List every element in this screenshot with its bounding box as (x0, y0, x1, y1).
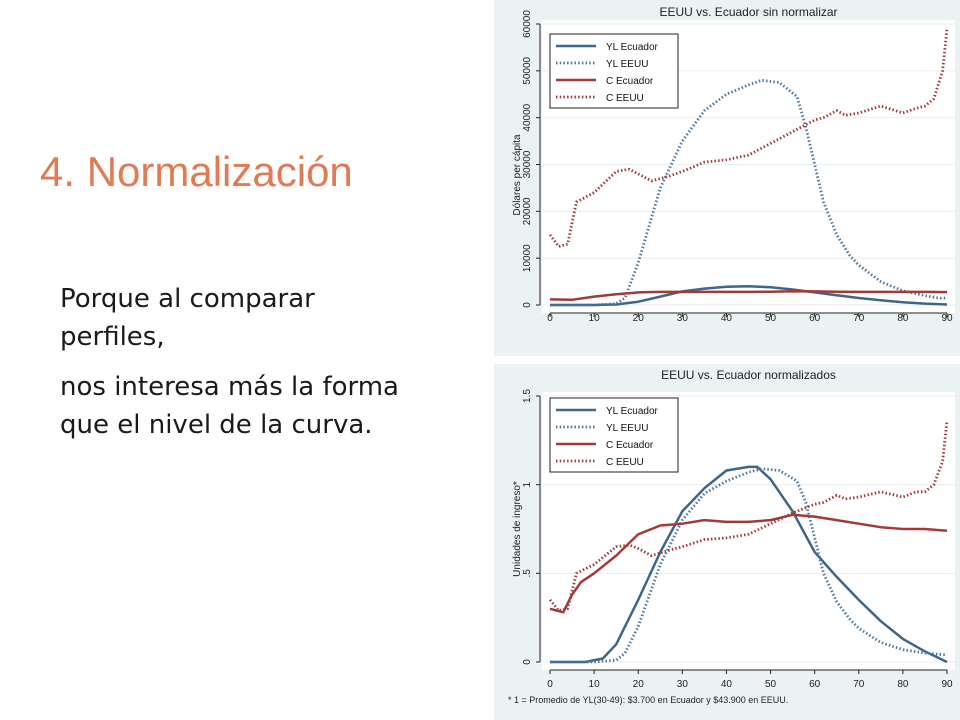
x-tick-label: 10 (589, 679, 601, 690)
x-tick-label: 20 (633, 679, 645, 690)
x-tick-label: 90 (941, 313, 953, 324)
series-line-yl-eeuu (550, 467, 948, 664)
chart-title: EEUU vs. Ecuador sin normalizar (659, 5, 837, 19)
legend-label: C EEUU (606, 93, 644, 104)
x-tick-label: 70 (853, 679, 865, 690)
y-tick-label: 50000 (522, 56, 533, 84)
x-tick-label: 30 (677, 679, 689, 690)
series-line-yl-eeuu (550, 78, 947, 307)
legend-label: YL EEUU (606, 423, 648, 434)
chart-normalized: EEUU vs. Ecuador normalizados 0 .5 1 1.5 0 10 2… (508, 368, 955, 705)
y-axis-label: Unidades de ingreso* (512, 481, 523, 577)
x-tick-label: 0 (547, 313, 553, 324)
body-paragraph-1: Porque al comparar perfiles, (60, 284, 315, 352)
chart-panel-normalized: EEUU vs. Ecuador normalizados 0 .5 1 1.5 0 10 2… (494, 364, 960, 720)
x-tick-label: 60 (809, 313, 821, 324)
x-tick-label: 10 (589, 313, 601, 324)
series-line-c-ecuador (549, 513, 948, 614)
chart-panel-unnormalized: EEUU vs. Ecuador sin normalizar 0 10000 200… (494, 0, 960, 356)
y-tick-label: 30000 (522, 150, 533, 178)
chart-title: EEUU vs. Ecuador normalizados (661, 368, 836, 382)
series-line-yl-ecuador (550, 285, 948, 307)
chart-unnormalized: EEUU vs. Ecuador sin normalizar010000200… (512, 5, 955, 324)
x-tick-label: 40 (721, 313, 733, 324)
series-line-c-ecuador (549, 289, 948, 302)
x-tick-label: 50 (765, 313, 777, 324)
series-line-c-eeuu (548, 420, 949, 613)
legend-label: C Ecuador (606, 76, 654, 87)
x-tick-label: 80 (897, 313, 909, 324)
series-line-yl-ecuador (550, 465, 948, 664)
slide-title: 4. Normalización (40, 148, 353, 195)
x-tick-label: 30 (677, 313, 689, 324)
x-tick-label: 50 (765, 679, 777, 690)
y-tick-label: .5 (522, 569, 533, 578)
slide-body: Porque al comparar perfiles, nos interes… (60, 280, 420, 456)
legend-label: C Ecuador (606, 440, 654, 451)
x-tick-label: 80 (897, 679, 909, 690)
y-tick-label: 0 (522, 659, 533, 665)
y-axis-label: Dólares per cápita (512, 134, 523, 216)
y-tick-label: 0 (522, 302, 533, 308)
y-tick-label: 10000 (522, 244, 533, 272)
legend-label: YL Ecuador (606, 406, 659, 417)
x-tick-label: 70 (853, 313, 865, 324)
x-tick-label: 90 (941, 679, 953, 690)
legend-label: C EEUU (606, 457, 644, 468)
x-tick-label: 20 (633, 313, 645, 324)
x-tick-label: 40 (721, 679, 733, 690)
y-tick-label: 20000 (522, 197, 533, 225)
y-tick-label: 60000 (522, 10, 533, 38)
y-tick-label: 40000 (522, 103, 533, 131)
x-tick-label: 0 (547, 679, 553, 690)
body-paragraph-2: nos interesa más la forma que el nivel d… (60, 372, 399, 440)
x-tick-label: 60 (809, 679, 821, 690)
legend-label: YL Ecuador (606, 42, 659, 53)
legend-label: YL EEUU (606, 59, 648, 70)
chart-footnote: * 1 = Promedio de YL(30-49): $3.700 en E… (508, 695, 788, 705)
y-tick-label: 1.5 (522, 389, 533, 403)
y-tick-label: 1 (522, 481, 533, 487)
